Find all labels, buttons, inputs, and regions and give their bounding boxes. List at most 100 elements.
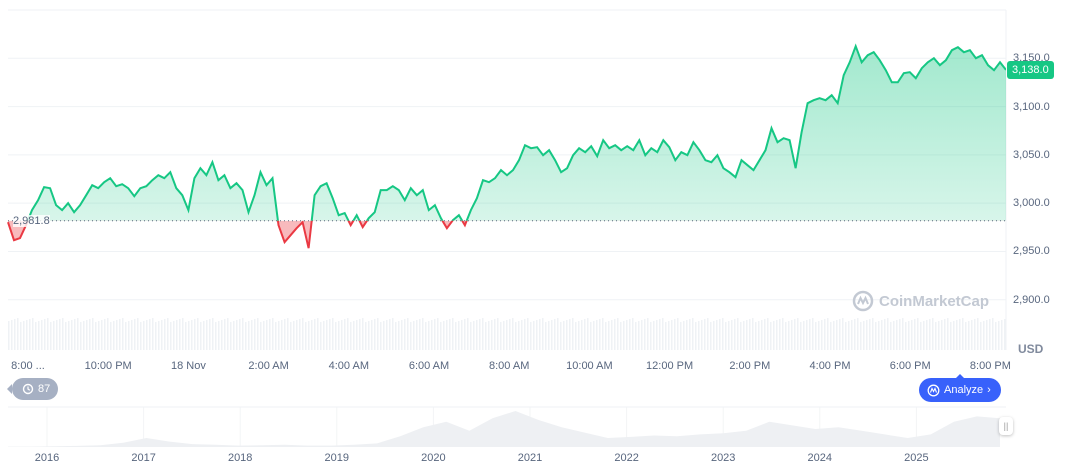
volume-bar (86, 320, 88, 350)
volume-bar (737, 318, 739, 350)
volume-bar (950, 322, 952, 350)
year-label: 2017 (131, 452, 156, 464)
volume-bar (107, 318, 109, 350)
volume-bar (560, 322, 562, 350)
current-price-badge: 3,138.0 (1007, 60, 1054, 79)
volume-bar (731, 320, 733, 350)
volume-bar (14, 319, 16, 350)
volume-bar (878, 321, 880, 350)
volume-bar (671, 320, 673, 350)
volume-bar (50, 322, 52, 350)
volume-bar (641, 320, 643, 350)
navigator-drag-handle[interactable]: || (999, 417, 1013, 435)
volume-bar (653, 321, 655, 350)
volume-bar (158, 321, 160, 350)
volume-bar (596, 320, 598, 350)
volume-bar (893, 321, 895, 350)
volume-bar (992, 318, 994, 350)
volume-bar (914, 319, 916, 350)
chevron-right-icon: › (987, 384, 991, 396)
volume-bar (206, 320, 208, 350)
volume-bar (506, 320, 508, 350)
volume-bar (719, 319, 721, 350)
volume-bars (8, 318, 1006, 350)
volume-bar (425, 322, 427, 350)
volume-bar (155, 322, 157, 350)
volume-bar (971, 320, 973, 350)
volume-bar (164, 319, 166, 350)
volume-bar (869, 319, 871, 350)
volume-bar (89, 319, 91, 350)
coinmarketcap-watermark: CoinMarketCap (852, 290, 989, 312)
volume-bar (59, 319, 61, 350)
volume-bar (62, 318, 64, 350)
volume-bar (932, 318, 934, 350)
volume-bar (794, 319, 796, 350)
volume-bar (443, 321, 445, 350)
volume-bar (461, 320, 463, 350)
volume-bar (518, 321, 520, 350)
volume-bar (101, 320, 103, 350)
volume-bar (710, 322, 712, 350)
volume-bar (413, 321, 415, 350)
volume-bar (722, 318, 724, 350)
volume-bar (140, 322, 142, 350)
volume-bar (599, 319, 601, 350)
volume-bar (458, 321, 460, 350)
volume-bar (593, 321, 595, 350)
volume-bar (611, 320, 613, 350)
volume-bar (605, 322, 607, 350)
volume-bar (350, 322, 352, 350)
volume-bar (929, 319, 931, 350)
volume-bar (800, 322, 802, 350)
volume-bar (521, 320, 523, 350)
volume-bar (38, 321, 40, 350)
volume-bar (419, 319, 421, 350)
volume-bar (116, 320, 118, 350)
volume-bar (803, 321, 805, 350)
volume-bar (257, 318, 259, 350)
volume-bar (389, 319, 391, 350)
volume-bar (173, 321, 175, 350)
volume-bar (488, 321, 490, 350)
x-tick-label: 6:00 PM (889, 360, 931, 372)
volume-bar (824, 319, 826, 350)
analyze-button[interactable]: Analyze › (919, 374, 1001, 402)
volume-bar (41, 320, 43, 350)
volume-bar (56, 320, 58, 350)
volume-bar (146, 320, 148, 350)
volume-bar (245, 322, 247, 350)
volume-bar (587, 318, 589, 350)
history-button[interactable]: 87 (6, 378, 59, 400)
volume-bar (74, 319, 76, 350)
navigator-area[interactable] (8, 411, 1000, 447)
volume-bar (806, 320, 808, 350)
volume-bar (497, 318, 499, 350)
volume-bar (263, 321, 265, 350)
volume-bar (302, 318, 304, 350)
volume-bar (386, 320, 388, 350)
volume-bar (287, 318, 289, 350)
volume-bar (788, 321, 790, 350)
volume-bar (476, 320, 478, 350)
volume-bar (197, 318, 199, 350)
volume-bar (275, 322, 277, 350)
cmc-ai-icon (927, 384, 940, 396)
volume-bar (32, 318, 34, 350)
coinmarketcap-logo-icon (852, 290, 874, 312)
volume-bar (581, 320, 583, 350)
year-label: 2024 (807, 452, 833, 464)
volume-bar (152, 318, 154, 350)
volume-bar (434, 319, 436, 350)
volume-bar (623, 321, 625, 350)
y-tick-label: 3,100.0 (1013, 100, 1050, 113)
volume-bar (482, 318, 484, 350)
volume-bar (572, 318, 574, 350)
volume-bar (776, 320, 778, 350)
volume-bar (770, 322, 772, 350)
volume-bar (758, 321, 760, 350)
volume-bar (773, 321, 775, 350)
volume-bar (563, 321, 565, 350)
volume-bar (95, 322, 97, 350)
